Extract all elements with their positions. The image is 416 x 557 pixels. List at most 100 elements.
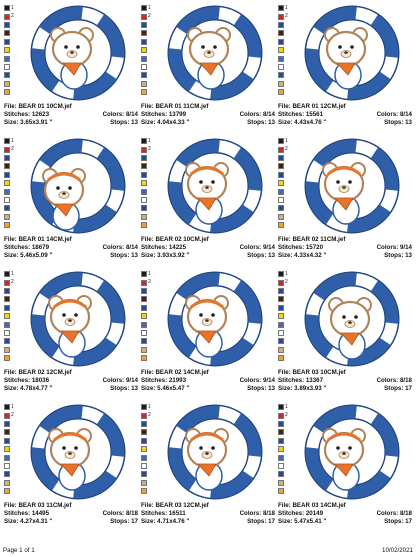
ring-stripe bbox=[380, 455, 398, 478]
ring-stripe bbox=[81, 406, 104, 424]
design-info: File: BEAR 03 11CM.jef Stitches: 14495 Col… bbox=[4, 502, 138, 526]
swatch-color bbox=[4, 180, 10, 187]
swatch-color bbox=[141, 138, 147, 145]
thread-swatch bbox=[278, 470, 292, 478]
thread-swatch bbox=[278, 462, 292, 470]
page-footer: Page 1 of 1 10/02/2021 bbox=[3, 547, 413, 554]
ring-stripe bbox=[32, 27, 50, 50]
ring-stripe bbox=[189, 214, 212, 232]
design-info: File: BEAR 01 14CM.jef Stitches: 18679 Col… bbox=[4, 236, 138, 260]
ring-stripe bbox=[81, 140, 104, 158]
swatch-number: 2 bbox=[11, 279, 14, 286]
thread-swatch bbox=[141, 445, 155, 453]
thread-swatch: 2 bbox=[278, 145, 292, 153]
thread-swatch: 2 bbox=[278, 12, 292, 20]
ring-outline bbox=[304, 404, 400, 500]
swatch-color bbox=[141, 446, 147, 453]
swatch-color bbox=[141, 479, 147, 486]
thread-swatch bbox=[141, 470, 155, 478]
stitch-count: Stitches: 14495 bbox=[4, 510, 50, 517]
bear bbox=[42, 168, 86, 231]
ring-stripe bbox=[218, 7, 241, 25]
ring-stripe bbox=[306, 293, 324, 316]
thread-swatch bbox=[4, 196, 18, 204]
swatch-color bbox=[278, 80, 284, 87]
file-name: File: BEAR 03 10CM.jef bbox=[278, 369, 346, 376]
thread-swatch bbox=[278, 29, 292, 37]
swatch-color bbox=[4, 188, 10, 195]
color-count: Colors: 9/14 bbox=[239, 244, 275, 251]
swatch-color bbox=[278, 5, 284, 12]
stitch-count: Stitches: 20149 bbox=[278, 510, 324, 517]
thread-swatch bbox=[278, 204, 292, 212]
thread-swatch bbox=[4, 453, 18, 461]
thread-swatch bbox=[278, 196, 292, 204]
swatch-color bbox=[278, 72, 284, 79]
swatch-color bbox=[141, 80, 147, 87]
thread-swatch bbox=[278, 346, 292, 354]
swatch-number: 2 bbox=[285, 279, 288, 286]
swatch-color bbox=[4, 80, 10, 87]
thread-swatch bbox=[4, 346, 18, 354]
ring-stripe bbox=[306, 426, 324, 449]
swatch-color bbox=[141, 171, 147, 178]
thread-swatch bbox=[141, 329, 155, 337]
swatch-number: 2 bbox=[148, 279, 151, 286]
bear-lifebuoy-artwork bbox=[304, 5, 400, 101]
thread-swatch bbox=[141, 420, 155, 428]
swatch-color bbox=[278, 287, 284, 294]
swatch-color bbox=[4, 47, 10, 54]
thread-swatch bbox=[4, 487, 18, 495]
design-sheet: 1 2 File: BEAR 01 10CM.jef Stitches: 12623 C… bbox=[4, 4, 414, 536]
ring-stripe bbox=[106, 322, 124, 345]
swatch-color bbox=[278, 446, 284, 453]
swatch-color bbox=[141, 488, 147, 495]
swatch-color bbox=[141, 429, 147, 436]
design-info: File: BEAR 03 12CM.jef Stitches: 16511 Col… bbox=[141, 502, 275, 526]
thread-swatch bbox=[278, 479, 292, 487]
thread-swatch bbox=[278, 437, 292, 445]
swatch-color bbox=[278, 279, 284, 286]
thread-swatch bbox=[4, 80, 18, 88]
ring-stripe bbox=[52, 81, 75, 99]
ring-stripe bbox=[326, 81, 349, 99]
swatch-color bbox=[278, 313, 284, 320]
swatch-color bbox=[278, 13, 284, 20]
swatch-number: 1 bbox=[11, 270, 14, 277]
swatch-color bbox=[141, 304, 147, 311]
thread-swatch bbox=[278, 295, 292, 303]
thread-swatch bbox=[278, 154, 292, 162]
design-card: 1 2 File: BEAR 02 12CM.jef Stitches: 18036 C… bbox=[4, 270, 140, 403]
bear-lifebuoy-artwork bbox=[30, 271, 126, 367]
design-info: File: BEAR 02 11CM.jef Stitches: 15720 Col… bbox=[278, 236, 412, 260]
swatch-color bbox=[278, 437, 284, 444]
design-size: Size: 5.46x5.47 " bbox=[141, 385, 190, 392]
design-card: 1 2 File: BEAR 02 10CM.jef Stitches: 14225 C… bbox=[141, 137, 277, 270]
design-card: 1 2 File: BEAR 01 12CM.jef Stitches: 15561 C… bbox=[278, 4, 414, 137]
thread-swatch bbox=[141, 320, 155, 328]
swatch-color bbox=[4, 420, 10, 427]
design-size: Size: 3.65x3.91 " bbox=[4, 119, 53, 126]
thread-swatch bbox=[141, 46, 155, 54]
swatch-color bbox=[278, 163, 284, 170]
thread-swatch: 1 bbox=[141, 137, 155, 145]
thread-swatch: 2 bbox=[4, 145, 18, 153]
thread-swatch bbox=[141, 187, 155, 195]
thread-swatch bbox=[4, 63, 18, 71]
swatch-color bbox=[278, 338, 284, 345]
thread-swatch bbox=[278, 171, 292, 179]
thread-swatch: 2 bbox=[141, 411, 155, 419]
swatch-number: 1 bbox=[11, 137, 14, 144]
file-name: File: BEAR 02 12CM.jef bbox=[4, 369, 72, 376]
ring-stripe bbox=[380, 56, 398, 79]
stop-count: Stops: 13 bbox=[384, 119, 412, 126]
swatch-number: 2 bbox=[148, 146, 151, 153]
swatch-number: 1 bbox=[148, 403, 151, 410]
bear bbox=[322, 428, 366, 491]
ring-stripe bbox=[243, 56, 261, 79]
thread-swatch bbox=[141, 80, 155, 88]
swatch-color bbox=[4, 30, 10, 37]
